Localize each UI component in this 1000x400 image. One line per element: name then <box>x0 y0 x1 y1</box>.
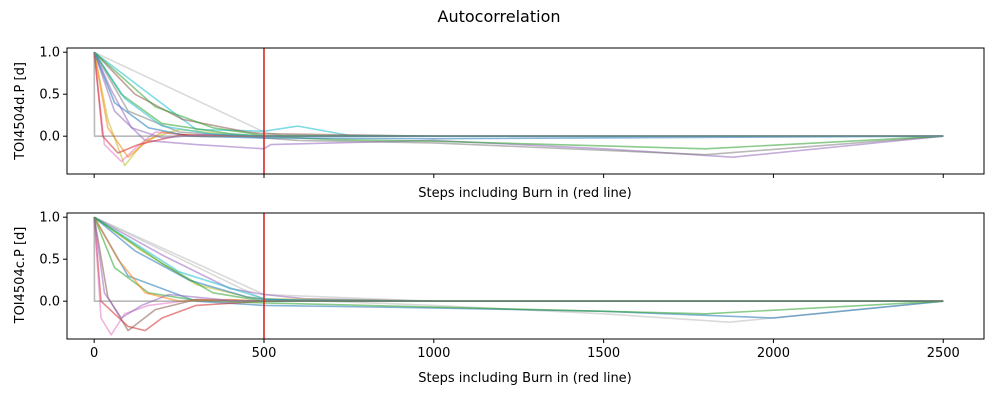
subplot-toi4504c: TOI4504c.P [d] Steps including Burn in (… <box>13 211 985 386</box>
series-line-3 <box>93 51 944 156</box>
x-tick-label: 0 <box>90 346 98 361</box>
y-tick-label: 1.0 <box>39 46 60 61</box>
x-axis-label: Steps including Burn in (red line) <box>418 186 632 201</box>
x-tick-label: 500 <box>252 346 277 361</box>
x-tick-label: 2000 <box>757 346 790 361</box>
series-line-14 <box>93 217 944 303</box>
y-tick-label: 1.0 <box>39 211 60 226</box>
x-axis-label: Steps including Burn in (red line) <box>418 371 632 386</box>
figure-title: Autocorrelation <box>438 7 561 26</box>
x-tick-label: 2500 <box>927 346 960 361</box>
series-line-3 <box>93 216 944 319</box>
y-axis-label: TOI4504c.P [d] <box>13 227 28 325</box>
series-line-14 <box>93 52 944 137</box>
y-tick-label: 0.5 <box>39 253 60 268</box>
axes-frame <box>66 47 985 175</box>
y-tick-label: 0.0 <box>39 130 60 145</box>
axes-frame <box>66 212 985 340</box>
subplot-toi4504d: TOI4504d.P [d] Steps including Burn in (… <box>13 46 985 201</box>
y-axis-label: TOI4504d.P [d] <box>13 62 28 161</box>
x-tick-label: 1500 <box>587 346 620 361</box>
y-tick-label: 0.0 <box>39 295 60 310</box>
y-tick-label: 0.5 <box>39 88 60 103</box>
x-tick-label: 1000 <box>417 346 450 361</box>
